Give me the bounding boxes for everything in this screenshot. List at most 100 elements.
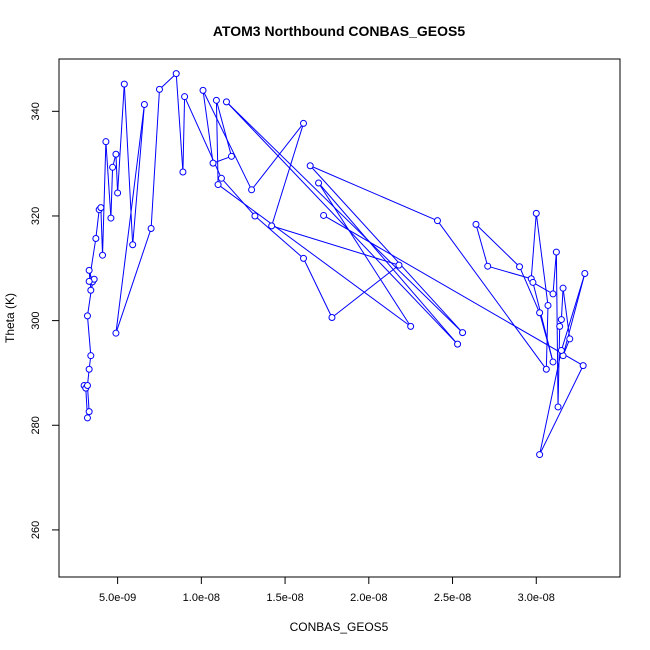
series-segment — [475, 223, 520, 268]
series-segment — [530, 213, 537, 279]
series-segment — [271, 225, 400, 266]
chart-title: ATOM3 Northbound CONBAS_GEOS5 — [213, 23, 465, 39]
series-segment — [95, 209, 100, 239]
series-segment — [226, 101, 463, 334]
series-segment — [562, 288, 571, 339]
series-segment — [215, 100, 219, 185]
series-segment — [475, 224, 489, 267]
data-point — [549, 358, 557, 366]
data-point — [536, 309, 544, 317]
series-segment — [318, 182, 458, 345]
data-point — [315, 179, 323, 187]
data-point — [172, 70, 180, 78]
series-segment — [309, 165, 463, 333]
y-axis-label: Theta (K) — [3, 293, 17, 343]
data-point — [554, 403, 562, 411]
data-point — [454, 340, 462, 348]
data-point — [566, 335, 574, 343]
data-point — [129, 241, 137, 249]
series-segment — [552, 252, 557, 294]
data-point — [209, 159, 217, 167]
y-tick-label: 300 — [30, 311, 42, 329]
y-tick-label: 280 — [30, 416, 42, 434]
data-point — [147, 225, 155, 233]
data-point — [87, 352, 95, 360]
series-segment — [115, 104, 145, 334]
data-point — [217, 174, 225, 182]
series-segment — [226, 101, 458, 345]
data-point — [227, 152, 235, 160]
x-tick-label: 2.5e-08 — [434, 592, 471, 604]
series-segment — [110, 167, 114, 219]
data-point — [328, 313, 336, 321]
data-point — [484, 262, 492, 270]
y-tick-label: 320 — [30, 207, 42, 225]
x-tick-label: 1.0e-08 — [183, 592, 220, 604]
data-point — [199, 86, 207, 94]
x-tick-label: 5.0e-09 — [99, 592, 136, 604]
data-point — [120, 80, 128, 88]
data-point — [472, 220, 480, 228]
data-point — [107, 214, 115, 222]
series-segment — [221, 177, 256, 217]
data-point — [181, 93, 189, 101]
data-point — [83, 312, 91, 320]
y-tick-label: 260 — [30, 521, 42, 539]
x-tick-label: 1.5e-08 — [266, 592, 303, 604]
data-point — [112, 329, 120, 337]
series-segment — [271, 123, 304, 227]
data-point — [114, 189, 122, 197]
data-point — [407, 322, 415, 330]
data-point — [299, 119, 307, 127]
data-point — [97, 204, 105, 212]
series-segment — [532, 282, 554, 363]
data-point — [395, 261, 403, 269]
y-axis: 260 280 300 320 340 — [30, 102, 60, 539]
series-segment — [202, 90, 214, 164]
data-point — [83, 414, 91, 422]
series-segment — [309, 165, 438, 222]
series-segment — [132, 104, 145, 245]
data-point — [557, 346, 565, 354]
series-segment — [215, 100, 232, 157]
series-segment — [123, 84, 134, 245]
series-segment — [560, 288, 564, 320]
series-segment — [86, 315, 92, 356]
data-point — [85, 277, 93, 285]
series-segment — [105, 141, 112, 219]
data-point — [222, 98, 230, 106]
data-point — [85, 408, 93, 416]
data-point — [299, 254, 307, 262]
data-point — [85, 365, 93, 373]
data-point — [536, 451, 544, 459]
series-segment — [159, 73, 177, 90]
series-segment — [117, 84, 125, 193]
series-segment — [100, 207, 104, 256]
series-segment — [560, 273, 586, 351]
series-segment — [539, 365, 584, 455]
data-point — [83, 381, 91, 389]
data-point — [99, 251, 107, 259]
data-point — [109, 163, 117, 171]
data-point — [248, 186, 256, 194]
series-segment — [557, 326, 561, 407]
series-segment — [532, 281, 554, 295]
data-point — [542, 365, 550, 373]
series-segment — [102, 141, 107, 256]
series-segment — [175, 73, 184, 173]
data-point — [532, 209, 540, 217]
data-point — [459, 329, 467, 337]
x-tick-label: 3.0e-08 — [518, 592, 555, 604]
series-layer — [80, 70, 589, 459]
series-segment — [303, 258, 333, 318]
data-point — [579, 362, 587, 370]
data-point — [87, 286, 95, 294]
data-point — [112, 150, 120, 158]
data-point — [214, 181, 222, 189]
data-point — [581, 270, 589, 278]
series-segment — [251, 123, 304, 191]
series-segment — [437, 220, 547, 370]
data-point — [557, 316, 565, 324]
